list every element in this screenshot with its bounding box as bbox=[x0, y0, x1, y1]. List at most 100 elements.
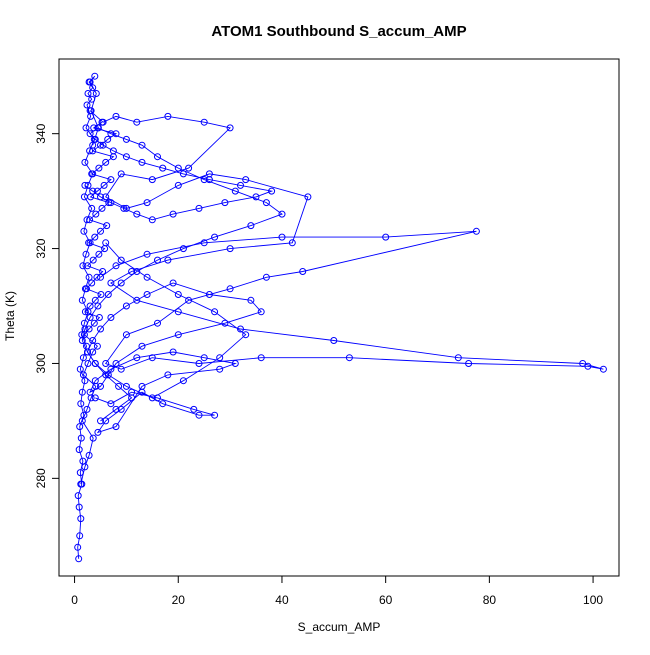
data-point bbox=[89, 434, 97, 442]
data-point bbox=[107, 314, 115, 321]
data-point bbox=[262, 199, 270, 207]
data-point bbox=[122, 135, 130, 143]
data-point bbox=[465, 360, 473, 367]
series-layer bbox=[74, 72, 607, 563]
data-point bbox=[148, 354, 156, 362]
data-point bbox=[185, 296, 193, 304]
data-point bbox=[252, 193, 260, 201]
data-point bbox=[102, 158, 110, 166]
data-point bbox=[87, 394, 95, 402]
data-point bbox=[83, 101, 91, 109]
data-point bbox=[148, 394, 156, 402]
data-point bbox=[122, 382, 130, 390]
data-point bbox=[92, 382, 100, 390]
data-point bbox=[91, 296, 99, 304]
data-point bbox=[185, 164, 193, 172]
data-point bbox=[95, 250, 103, 258]
data-point bbox=[81, 308, 89, 316]
series-line bbox=[81, 127, 283, 422]
chart-title: ATOM1 Southbound S_accum_AMP bbox=[211, 23, 466, 40]
data-point bbox=[92, 210, 100, 218]
x-tick-label: 60 bbox=[379, 593, 393, 607]
data-point bbox=[90, 319, 98, 327]
data-point bbox=[77, 400, 85, 408]
data-point bbox=[107, 400, 115, 408]
data-point bbox=[221, 319, 229, 327]
data-point bbox=[169, 279, 177, 287]
data-point bbox=[91, 135, 99, 143]
data-point bbox=[164, 112, 172, 120]
data-point bbox=[205, 176, 213, 184]
data-point bbox=[77, 434, 85, 442]
data-point bbox=[107, 365, 115, 373]
data-point bbox=[120, 204, 128, 212]
data-point bbox=[109, 153, 117, 161]
data-point bbox=[94, 428, 102, 436]
data-point bbox=[102, 417, 110, 425]
series-4 bbox=[78, 124, 286, 425]
data-point bbox=[75, 503, 83, 511]
data-point bbox=[88, 204, 96, 212]
data-point bbox=[82, 124, 90, 132]
data-point bbox=[97, 291, 105, 298]
data-point bbox=[138, 158, 146, 166]
series-2 bbox=[86, 107, 607, 373]
data-point bbox=[382, 233, 390, 241]
data-point bbox=[85, 451, 93, 459]
data-point bbox=[87, 193, 95, 201]
data-point bbox=[174, 308, 182, 316]
data-point bbox=[330, 337, 338, 344]
data-point bbox=[304, 193, 312, 201]
data-point bbox=[143, 199, 151, 207]
x-axis-label: S_accum_AMP bbox=[298, 620, 381, 634]
data-point bbox=[299, 268, 307, 275]
data-point bbox=[80, 227, 88, 235]
data-point bbox=[133, 296, 141, 304]
data-point bbox=[75, 446, 83, 454]
data-point bbox=[79, 262, 87, 270]
data-point bbox=[82, 250, 90, 258]
data-point bbox=[128, 268, 136, 275]
data-point bbox=[84, 348, 91, 356]
data-point bbox=[579, 360, 587, 367]
data-point bbox=[200, 354, 208, 362]
data-point bbox=[159, 400, 167, 408]
x-tick-label: 100 bbox=[583, 593, 603, 607]
data-point bbox=[278, 210, 286, 218]
data-point bbox=[98, 204, 106, 212]
data-point bbox=[133, 268, 141, 275]
data-point bbox=[112, 405, 120, 413]
data-point bbox=[78, 388, 86, 396]
data-point bbox=[86, 78, 94, 86]
data-point bbox=[91, 394, 99, 402]
data-point bbox=[133, 210, 141, 218]
data-point bbox=[84, 262, 91, 270]
series-line bbox=[77, 75, 99, 559]
data-point bbox=[80, 331, 88, 339]
data-point bbox=[75, 555, 83, 563]
data-point bbox=[154, 319, 161, 327]
data-point bbox=[117, 405, 125, 413]
data-point bbox=[138, 382, 146, 390]
data-point bbox=[237, 181, 244, 189]
y-tick-label: 320 bbox=[34, 238, 48, 258]
data-point bbox=[81, 463, 89, 471]
data-point bbox=[247, 222, 255, 230]
data-point bbox=[226, 285, 234, 293]
data-point bbox=[211, 411, 219, 419]
data-point bbox=[77, 480, 85, 488]
data-point bbox=[79, 354, 87, 362]
data-point bbox=[154, 153, 161, 161]
data-point bbox=[205, 291, 213, 298]
data-point bbox=[179, 245, 187, 253]
x-tick-label: 40 bbox=[275, 593, 289, 607]
data-point bbox=[117, 256, 125, 264]
data-point bbox=[148, 216, 156, 224]
data-point bbox=[78, 296, 86, 304]
data-point bbox=[91, 360, 99, 367]
data-point bbox=[195, 204, 203, 212]
data-point bbox=[174, 291, 182, 298]
data-point bbox=[91, 72, 99, 80]
data-point bbox=[97, 325, 104, 333]
